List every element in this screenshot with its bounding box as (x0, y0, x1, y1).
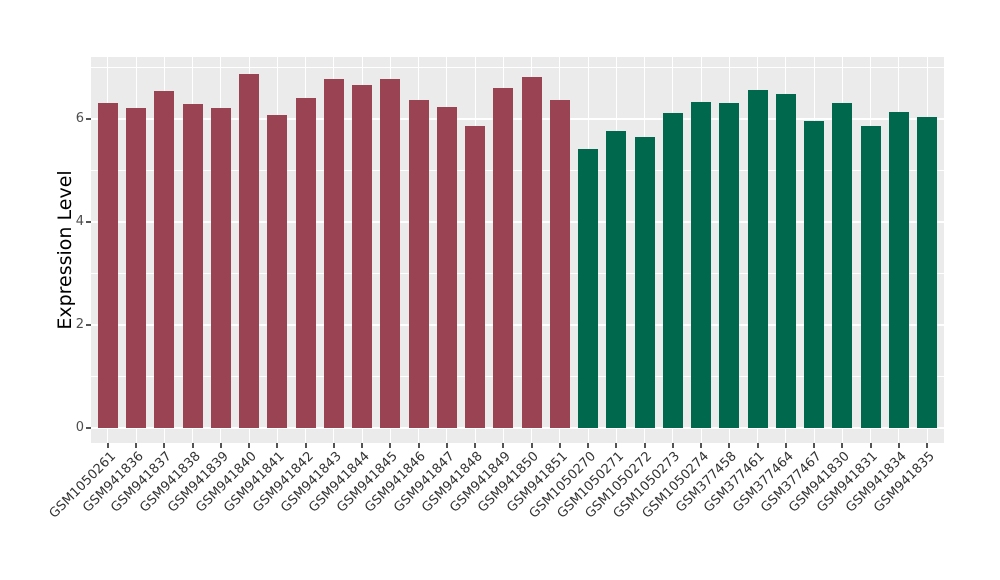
x-tick-mark (361, 443, 364, 448)
bar-GSM941847 (436, 106, 457, 429)
minor-gridline (91, 67, 944, 69)
y-tick-mark (86, 427, 91, 430)
bar-GSM1050272 (634, 136, 655, 429)
major-gridline (91, 118, 944, 121)
x-tick-mark (700, 443, 703, 448)
x-tick-mark (248, 443, 251, 448)
x-tick-mark (587, 443, 590, 448)
bar-GSM941849 (493, 88, 514, 429)
x-tick-mark (756, 443, 759, 448)
bar-GSM941841 (267, 114, 288, 429)
x-tick-mark (389, 443, 392, 448)
bar-GSM1050261 (97, 103, 118, 429)
y-tick-mark (86, 324, 91, 327)
bar-GSM941831 (860, 125, 881, 429)
x-tick-mark (671, 443, 674, 448)
y-tick-label: 6 (75, 111, 84, 127)
x-tick-mark (897, 443, 900, 448)
bar-GSM377461 (747, 89, 768, 429)
major-gridline (91, 221, 944, 224)
x-tick-mark (615, 443, 618, 448)
x-tick-mark (191, 443, 194, 448)
bar-GSM941845 (380, 79, 401, 429)
major-gridline (91, 427, 944, 430)
minor-gridline (91, 376, 944, 378)
x-tick-mark (135, 443, 138, 448)
x-tick-mark (813, 443, 816, 448)
x-tick-mark (784, 443, 787, 448)
x-tick-mark (219, 443, 222, 448)
bar-GSM941840 (239, 73, 260, 429)
y-tick-label: 2 (75, 317, 84, 333)
bar-GSM377458 (719, 103, 740, 429)
bar-GSM941850 (521, 76, 542, 429)
x-tick-mark (502, 443, 505, 448)
y-tick-label: 0 (75, 420, 84, 436)
x-tick-mark (841, 443, 844, 448)
bar-GSM1050270 (578, 148, 599, 429)
bar-GSM941837 (154, 91, 175, 429)
bar-GSM941834 (888, 112, 909, 429)
plot-panel (91, 57, 944, 443)
major-gridline (91, 324, 944, 327)
minor-gridline (91, 273, 944, 275)
bar-GSM941844 (352, 84, 373, 429)
bar-GSM1050271 (606, 130, 627, 429)
bar-GSM941843 (323, 78, 344, 429)
x-tick-mark (445, 443, 448, 448)
x-tick-mark (926, 443, 929, 448)
x-tick-mark (276, 443, 279, 448)
bar-GSM941848 (465, 125, 486, 429)
bar-GSM941851 (549, 100, 570, 429)
bar-GSM941835 (917, 116, 938, 429)
x-tick-mark (869, 443, 872, 448)
bar-GSM377467 (804, 121, 825, 429)
x-tick-mark (728, 443, 731, 448)
x-tick-mark (417, 443, 420, 448)
y-axis-title: Expression Level (54, 170, 76, 330)
y-tick-label: 4 (75, 214, 84, 230)
minor-gridline (91, 170, 944, 172)
bar-GSM941830 (832, 102, 853, 429)
x-tick-mark (530, 443, 533, 448)
x-tick-mark (558, 443, 561, 448)
x-tick-mark (643, 443, 646, 448)
x-tick-mark (106, 443, 109, 448)
x-tick-mark (332, 443, 335, 448)
bar-GSM941846 (408, 100, 429, 429)
x-tick-mark (163, 443, 166, 448)
bar-GSM941842 (295, 98, 316, 429)
bar-GSM377464 (775, 93, 796, 429)
y-tick-mark (86, 221, 91, 224)
x-tick-mark (474, 443, 477, 448)
bar-GSM941839 (210, 107, 231, 429)
bar-GSM1050273 (662, 113, 683, 429)
bar-GSM1050274 (691, 101, 712, 429)
x-tick-mark (304, 443, 307, 448)
bar-GSM941836 (126, 107, 147, 429)
bar-GSM941838 (182, 103, 203, 429)
y-tick-mark (86, 118, 91, 121)
